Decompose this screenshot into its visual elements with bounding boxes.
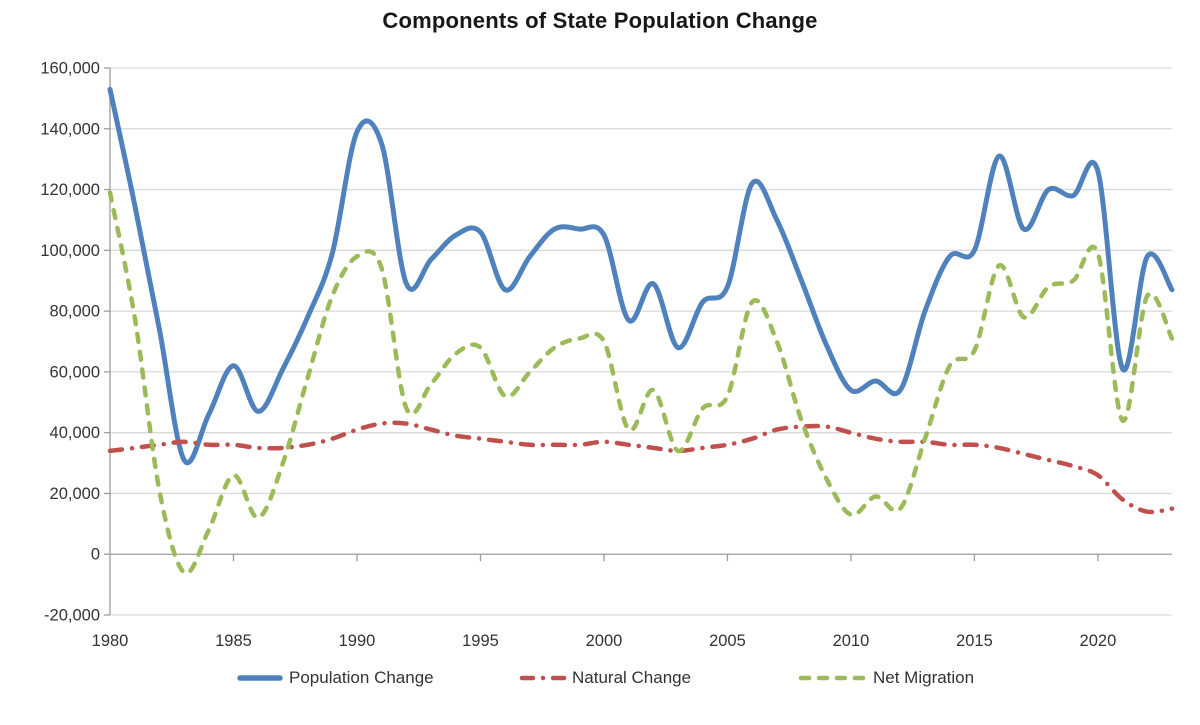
population-change-line-swatch-icon	[237, 675, 283, 681]
legend-item-population-change: Population Change	[236, 668, 434, 688]
chart-title: Components of State Population Change	[382, 8, 818, 33]
series-line-net-migration	[107, 190, 1175, 576]
x-axis-label: 1980	[92, 632, 129, 650]
y-axis-label: 120,000	[40, 181, 100, 199]
y-axis-label: 100,000	[40, 242, 100, 260]
legend-label-population-change: Population Change	[289, 668, 434, 687]
x-axis-label: 2005	[709, 632, 746, 650]
legend-item-natural-change: Natural Change	[519, 668, 691, 688]
x-axis-label: 2000	[586, 632, 623, 650]
x-axis-label: 1995	[462, 632, 499, 650]
series-line-population-change	[107, 86, 1175, 466]
y-axis-label: -20,000	[44, 607, 100, 625]
y-axis-label: 40,000	[50, 424, 100, 442]
legend-label-natural-change: Natural Change	[572, 668, 692, 687]
legend-label-net-migration: Net Migration	[873, 668, 975, 687]
net-migration-line-swatch-icon	[798, 675, 868, 681]
x-axis-label: 1990	[339, 632, 376, 650]
x-axis-label: 1985	[215, 632, 252, 650]
y-axis-label: 160,000	[40, 60, 100, 78]
x-axis-label: 2010	[833, 632, 870, 650]
x-axis-label: 2015	[956, 632, 993, 650]
x-axis-label: 2020	[1080, 632, 1117, 650]
y-axis-label: 80,000	[50, 303, 100, 321]
natural-change-line-swatch-icon	[519, 675, 567, 681]
legend-item-net-migration: Net Migration	[798, 668, 974, 688]
y-axis-label: 0	[91, 546, 100, 564]
y-axis-label: 60,000	[50, 363, 100, 381]
series-line-natural-change	[107, 420, 1175, 515]
y-axis-label: 20,000	[50, 485, 100, 503]
y-axis-label: 140,000	[40, 120, 100, 138]
